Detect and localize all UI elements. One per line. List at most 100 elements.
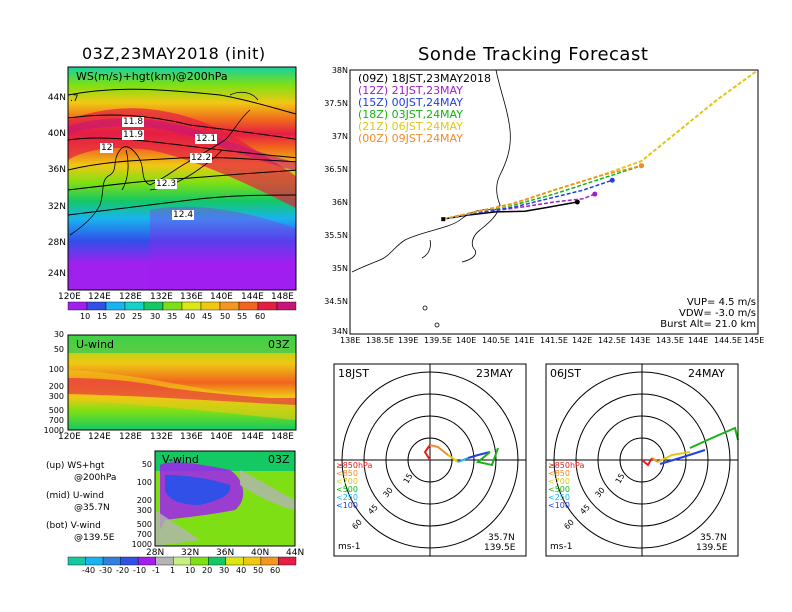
- p-tick: 100: [48, 365, 64, 374]
- level-label: <250: [548, 493, 570, 502]
- lat-tick: 34N: [331, 327, 348, 336]
- hodo-0-lat: 35.7N: [488, 533, 515, 543]
- ws-colorbar-labels: 10 15 20 25 30 35 40 45 50 55 60: [80, 312, 300, 322]
- colorbar-tick: 20: [202, 566, 213, 575]
- lat-tick: 37N: [331, 132, 348, 141]
- ws-edge-label: .7: [70, 94, 79, 104]
- lon-tick: 138E: [340, 336, 361, 345]
- ws-lon-ticks: 120E 124E 128E 132E 136E 140E 144E 148E: [58, 292, 308, 304]
- level-label: <500: [336, 485, 358, 494]
- lon-tick: 132E: [150, 432, 173, 442]
- colorbar-tick: 30: [219, 566, 230, 575]
- colorbar-tick: -40: [82, 566, 96, 575]
- level-label: ≥850hPa: [336, 461, 373, 470]
- lat-tick: 36N: [216, 548, 235, 558]
- colorbar-tick: -10: [133, 566, 147, 575]
- lat-tick: 32N: [181, 548, 200, 558]
- hodo-trace: [651, 457, 659, 463]
- p-tick: 500: [48, 406, 64, 415]
- lon-tick: 143.5E: [656, 336, 684, 345]
- p-tick: 500: [136, 520, 152, 529]
- param-vdw: VDW= -3.0 m/s: [679, 308, 756, 319]
- level-label: <850: [336, 469, 358, 478]
- legend-entry-09z: (09Z) 18JST,23MAY2018: [358, 72, 491, 85]
- p-tick: 300: [136, 506, 152, 515]
- sonde-params: VUP= 4.5 m/s VDW= -3.0 m/s Burst Alt= 21…: [640, 297, 756, 330]
- colorbar-tick: -30: [99, 566, 113, 575]
- ws-colorbar-swatch: [276, 301, 297, 311]
- hodo-trace: [659, 449, 706, 465]
- p-tick: 1000: [43, 426, 64, 435]
- contour-label-12: 12: [100, 143, 114, 153]
- colorbar-tick: 45: [202, 312, 213, 321]
- level-label: ≥850hPa: [548, 461, 585, 470]
- u-p-ticks: 30 50 100 200 300 500 700 1000: [36, 330, 64, 435]
- hodo-trace: [467, 451, 491, 459]
- lon-tick: 142.5E: [598, 336, 626, 345]
- lon-tick: 145E: [744, 336, 765, 345]
- legend-entry-12z: (12Z) 21JST,23MAY: [358, 84, 463, 97]
- contour-label-12-1: 12.1: [195, 134, 218, 144]
- lat-tick: 28N: [146, 548, 165, 558]
- track-line: [443, 193, 596, 220]
- lon-tick: 120E: [58, 432, 81, 442]
- lon-tick: 142E: [572, 336, 593, 345]
- hodo-trace: [689, 426, 739, 449]
- level-label: <500: [548, 485, 570, 494]
- lon-tick: 138.5E: [366, 336, 394, 345]
- p-tick: 200: [136, 496, 152, 505]
- p-tick: 1000: [131, 540, 152, 549]
- hodo-trace: [457, 457, 469, 463]
- wind-colorbar-swatch: [278, 556, 297, 566]
- u-wind-time: 03Z: [268, 338, 290, 351]
- contour-label-11-9: 11.9: [122, 130, 145, 140]
- lat-tick: 24N: [47, 269, 66, 279]
- level-label: <850: [548, 469, 570, 478]
- colorbar-tick: 50: [253, 566, 264, 575]
- lon-tick: 136E: [180, 432, 203, 442]
- wind-colorbar-labels: -40 -30 -20 -10 -1 1 10 20 30 40 50 60: [82, 566, 302, 576]
- lon-tick: 128E: [119, 292, 142, 302]
- p-tick: 700: [48, 416, 64, 425]
- lon-tick: 141E: [514, 336, 535, 345]
- lon-tick: 144.5E: [714, 336, 742, 345]
- track-line: [443, 164, 642, 220]
- hodo-0-date: 23MAY: [476, 367, 513, 380]
- param-burst: Burst Alt= 21.0 km: [660, 319, 756, 330]
- lat-tick: 38N: [331, 66, 348, 75]
- colorbar-tick: -20: [116, 566, 130, 575]
- hodo-trace: [657, 451, 691, 463]
- colorbar-tick: 15: [97, 312, 108, 321]
- lon-tick: 144E: [688, 336, 709, 345]
- colorbar-tick: 10: [185, 566, 196, 575]
- legend-entry-21z: (21Z) 06JST,24MAY: [358, 120, 463, 133]
- colorbar-tick: 20: [115, 312, 126, 321]
- p-tick: 300: [48, 392, 64, 401]
- lat-tick: 32N: [47, 202, 66, 212]
- level-label: <100: [336, 501, 358, 510]
- hodo-1-lat: 35.7N: [700, 533, 727, 543]
- lat-tick: 35N: [331, 264, 348, 273]
- track-legend: (09Z) 18JST,23MAY2018 (12Z) 21JST,23MAY …: [358, 73, 491, 145]
- colorbar-tick: 60: [270, 566, 281, 575]
- note-mid: (mid) U-wind @35.7N: [46, 491, 110, 513]
- p-tick: 100: [136, 478, 152, 487]
- lat-tick: 36N: [47, 165, 66, 175]
- lon-tick: 140E: [456, 336, 477, 345]
- lat-tick: 36.5N: [324, 165, 348, 174]
- contour-label-12-3: 12.3: [155, 179, 178, 189]
- hodo-0-levels: ≥850hPa <850 <700 <500 <250 <100: [336, 462, 372, 510]
- lat-tick: 44N: [47, 93, 66, 103]
- contour-label-11-8: 11.8: [122, 117, 145, 127]
- lon-tick: 140E: [210, 432, 233, 442]
- lon-tick: 132E: [150, 292, 173, 302]
- v-lat-ticks: 28N 32N 36N 40N 44N: [146, 548, 311, 560]
- lon-tick: 124E: [88, 292, 111, 302]
- lat-tick: 40N: [47, 129, 66, 139]
- colorbar-tick: 10: [80, 312, 91, 321]
- contour-label-12-4: 12.4: [172, 210, 195, 220]
- hodo-0-unit: ms-1: [338, 542, 361, 552]
- colorbar-tick: 25: [132, 312, 143, 321]
- hodo-1-lon: 139.5E: [696, 543, 728, 553]
